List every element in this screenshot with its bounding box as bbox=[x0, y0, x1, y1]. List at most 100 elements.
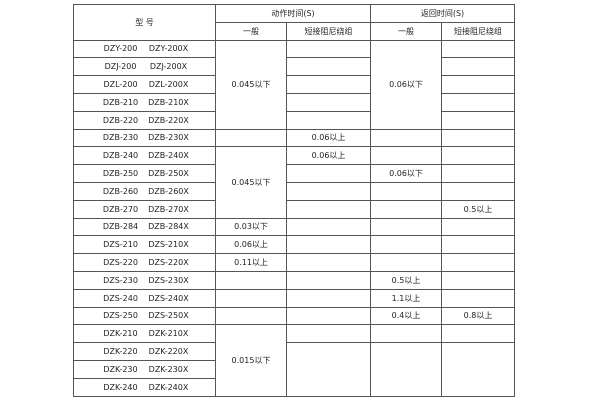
model-name: DZK-210 bbox=[103, 329, 138, 339]
model-name-x: DZJ-200X bbox=[149, 62, 188, 72]
table-row: DZB-210 DZB-210X bbox=[73, 92, 516, 112]
return-general-cell bbox=[370, 199, 443, 219]
model-cell: DZS-230 DZS-230X bbox=[73, 270, 216, 290]
model-name: DZB-230 bbox=[102, 133, 139, 143]
return-short-damping-header: 短接阻尼绕组 bbox=[441, 21, 516, 41]
table-row: DZY-200 DZY-200X 0.045以下 0.06以下 bbox=[73, 39, 516, 130]
model-cell: DZL-200 DZL-200X bbox=[73, 75, 216, 94]
return-short-damping-cell bbox=[441, 92, 516, 112]
action-short-damping-cell: 0.06以上 bbox=[285, 146, 372, 166]
action-short-damping-cell bbox=[285, 181, 372, 201]
table-row: DZS-240 DZS-240X 1.1以上 bbox=[73, 288, 516, 308]
model-cell: DZS-210 DZS-210X bbox=[73, 235, 216, 255]
table-row: DZK-240 DZK-240X bbox=[73, 377, 515, 397]
model-cell: DZB-220 DZB-220X bbox=[73, 110, 216, 130]
table-row: DZB-284 DZB-284X 0.03以下 bbox=[73, 217, 516, 237]
model-cell: DZB-240 DZB-240X bbox=[73, 146, 216, 166]
action-short-damping-cell bbox=[285, 217, 372, 237]
return-short-damping-cell bbox=[441, 57, 516, 77]
return-general-cell: 0.06以下 bbox=[370, 164, 443, 183]
return-time-header: 返回时间(S) bbox=[370, 4, 516, 23]
action-short-damping-cell bbox=[285, 75, 372, 94]
action-short-damping-cell bbox=[285, 342, 372, 397]
return-short-damping-cell bbox=[441, 235, 516, 255]
return-general-header: 一般 bbox=[370, 21, 443, 41]
table-row: DZJ-200 DZJ-200X bbox=[73, 57, 516, 77]
model-name: DZS-230 bbox=[103, 275, 138, 285]
model-cell: DZB-284 DZB-284X bbox=[73, 217, 216, 237]
model-name: DZB-250 bbox=[102, 169, 139, 179]
table-row: DZB-240 DZB-240X 0.045以下 0.06以上 bbox=[73, 146, 516, 219]
return-general-cell bbox=[370, 342, 443, 397]
return-short-damping-cell bbox=[441, 110, 516, 130]
model-name: DZS-220 bbox=[103, 258, 138, 268]
model-cell: DZB-250 DZB-250X bbox=[73, 164, 216, 183]
action-short-damping-cell bbox=[285, 235, 372, 255]
model-cell: DZB-260 DZB-260X bbox=[73, 181, 216, 201]
model-name-x: DZB-250X bbox=[148, 169, 189, 179]
return-short-damping-cell bbox=[441, 164, 516, 183]
return-general-cell bbox=[370, 235, 443, 255]
model-name: DZB-270 bbox=[102, 204, 139, 214]
action-general-cell: 0.03以下 bbox=[215, 217, 287, 237]
model-name: DZY-200 bbox=[103, 44, 138, 54]
model-name-x: DZB-220X bbox=[148, 115, 189, 125]
model-name: DZB-240 bbox=[102, 151, 139, 161]
model-header: 型 号 bbox=[73, 4, 216, 41]
return-general-cell bbox=[370, 324, 443, 344]
return-short-damping-cell: 0.5以上 bbox=[441, 199, 516, 219]
return-short-damping-cell bbox=[441, 39, 516, 59]
table-body: DZY-200 DZY-200X 0.045以下 0.06以下 DZJ-200 DZJ-2… bbox=[73, 39, 516, 397]
model-cell: DZK-210 DZK-210X bbox=[73, 324, 216, 344]
return-general-cell bbox=[370, 181, 443, 201]
table-row: DZK-220 DZK-220X bbox=[73, 342, 516, 397]
table-row: DZS-250 DZS-250X 0.4以上 0.8以上 bbox=[73, 306, 516, 326]
action-short-damping-cell bbox=[285, 110, 372, 130]
model-name: DZS-240 bbox=[103, 293, 138, 303]
action-short-damping-cell bbox=[285, 324, 372, 344]
relay-time-table: 型 号 动作时间(S) 返回时间(S) 一般 短接阻尼绕组 一般 短接阻尼绕组 … bbox=[73, 4, 516, 397]
model-name-x: DZB-230X bbox=[148, 133, 189, 143]
action-short-damping-cell bbox=[285, 306, 372, 326]
model-name: DZS-250 bbox=[103, 311, 138, 321]
action-general-cell bbox=[215, 128, 287, 148]
model-name-x: DZL-200X bbox=[148, 80, 189, 90]
table-row: DZK-210 DZK-210X 0.015以下 bbox=[73, 324, 516, 397]
return-general-cell: 0.5以上 bbox=[370, 270, 443, 290]
return-short-damping-cell bbox=[441, 128, 516, 148]
model-name: DZK-220 bbox=[103, 347, 138, 357]
action-general-cell: 0.045以下 bbox=[215, 146, 287, 219]
action-short-damping-cell: 0.06以上 bbox=[285, 128, 372, 148]
model-name-x: DZK-220X bbox=[148, 347, 189, 357]
model-name-x: DZS-220X bbox=[148, 258, 189, 268]
model-name: DZB-284 bbox=[102, 222, 139, 232]
model-name-x: DZB-260X bbox=[148, 186, 189, 196]
model-name-x: DZK-230X bbox=[148, 364, 189, 374]
model-name: DZB-220 bbox=[102, 115, 139, 125]
return-general-cell: 1.1以上 bbox=[370, 288, 443, 308]
return-short-damping-cell bbox=[441, 217, 516, 237]
table-row: DZB-260 DZB-260X bbox=[73, 181, 516, 201]
return-general-cell bbox=[370, 217, 443, 237]
return-general-cell: 0.4以上 bbox=[370, 306, 443, 326]
action-general-header: 一般 bbox=[215, 21, 287, 41]
model-name: DZS-210 bbox=[103, 240, 138, 250]
return-short-damping-cell bbox=[441, 75, 516, 94]
model-cell: DZS-250 DZS-250X bbox=[73, 306, 216, 326]
table-row: DZB-220 DZB-220X bbox=[73, 110, 516, 130]
action-short-damping-cell bbox=[285, 253, 372, 272]
table-row: DZB-250 DZB-250X 0.06以下 bbox=[73, 164, 516, 183]
action-short-damping-cell bbox=[285, 39, 372, 59]
return-general-cell: 0.06以下 bbox=[370, 39, 443, 130]
action-short-damping-cell bbox=[285, 164, 372, 183]
model-name: DZL-200 bbox=[103, 80, 138, 90]
return-short-damping-cell bbox=[441, 270, 516, 290]
return-short-damping-cell: 0.8以上 bbox=[441, 306, 516, 326]
model-name-x: DZS-230X bbox=[148, 275, 189, 285]
action-general-cell: 0.045以下 bbox=[215, 39, 287, 130]
model-cell: DZB-230 DZB-230X bbox=[73, 128, 216, 148]
model-cell: DZS-220 DZS-220X bbox=[73, 253, 216, 272]
model-name-x: DZB-270X bbox=[148, 204, 189, 214]
model-cell: DZB-270 DZB-270X bbox=[73, 199, 216, 219]
return-short-damping-cell bbox=[441, 288, 516, 308]
